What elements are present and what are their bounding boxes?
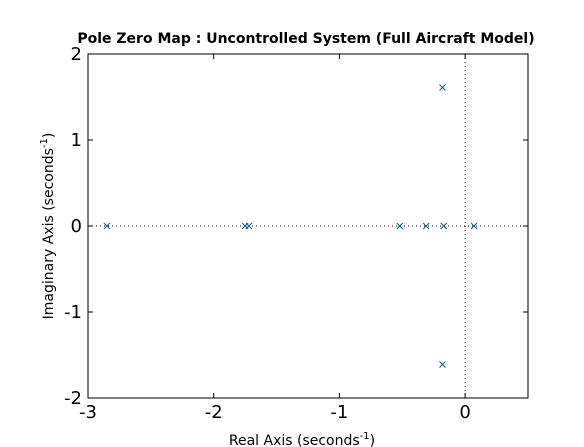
x-axis: -3 -2 -1 0 bbox=[79, 54, 471, 423]
y-axis-label-tail: ) bbox=[41, 133, 57, 138]
pole-marker bbox=[396, 222, 404, 230]
x-tick-label: -1 bbox=[330, 402, 348, 423]
x-axis-label: Real Axis (seconds-1) bbox=[229, 431, 375, 447]
pole-marker bbox=[103, 222, 111, 230]
pole-marker bbox=[439, 361, 446, 368]
y-axis-label: Imaginary Axis (seconds-1) bbox=[39, 133, 57, 320]
pole-marker bbox=[422, 222, 430, 230]
x-tick-label: 0 bbox=[459, 402, 470, 423]
y-tick-label: -1 bbox=[64, 302, 82, 323]
y-tick-label: 1 bbox=[71, 130, 82, 151]
poles-series bbox=[103, 84, 478, 368]
x-tick-label: -3 bbox=[79, 402, 97, 423]
y-axis-label-text: Imaginary Axis (seconds bbox=[41, 148, 57, 319]
y-axis: -2 -1 0 1 2 bbox=[64, 44, 528, 409]
pole-marker bbox=[439, 84, 446, 91]
y-tick-label: 2 bbox=[71, 44, 82, 65]
pole-marker bbox=[440, 222, 448, 230]
y-tick-label: 0 bbox=[71, 216, 82, 237]
chart-title: Pole Zero Map : Uncontrolled System (Ful… bbox=[77, 31, 534, 47]
pole-marker bbox=[470, 222, 478, 230]
x-axis-label-superscript: -1 bbox=[360, 431, 370, 442]
x-axis-label-tail: ) bbox=[370, 433, 375, 447]
x-tick-label: -2 bbox=[205, 402, 223, 423]
y-axis-label-superscript: -1 bbox=[39, 138, 50, 148]
x-axis-label-text: Real Axis (seconds bbox=[229, 433, 360, 447]
pole-marker bbox=[245, 222, 253, 230]
y-tick-label: -2 bbox=[64, 388, 82, 409]
